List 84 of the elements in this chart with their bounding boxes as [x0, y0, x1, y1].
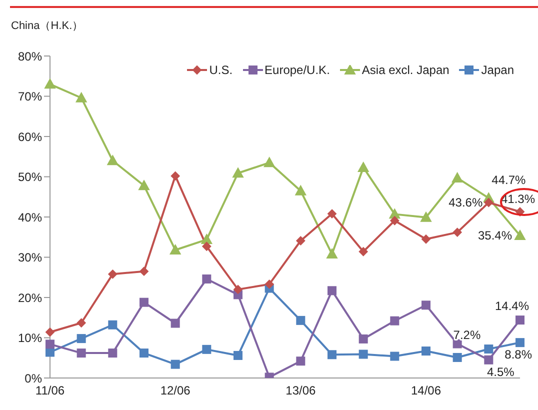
point — [140, 298, 148, 307]
point — [516, 316, 524, 325]
y-tick-label: 20% — [18, 290, 42, 305]
point — [358, 350, 368, 359]
point — [264, 157, 275, 168]
y-tick-label: 70% — [18, 90, 42, 104]
data-label: 8.8% — [504, 348, 532, 362]
point — [170, 244, 181, 255]
legend-label: Europe/U.K. — [264, 63, 330, 77]
data-label: 41.3% — [500, 192, 536, 206]
point — [390, 352, 400, 361]
point — [328, 209, 336, 218]
point — [484, 198, 494, 208]
point — [295, 185, 306, 196]
point — [452, 172, 463, 182]
point — [358, 162, 369, 172]
legend-label: U.S. — [209, 63, 233, 77]
data-label: 14.4% — [494, 299, 530, 314]
point — [484, 344, 494, 354]
data-label: 35.4% — [478, 228, 512, 243]
point — [202, 274, 212, 284]
y-tick-label: 30% — [18, 250, 42, 265]
y-tick-label: 10% — [18, 331, 42, 346]
x-tick-label: 14/06 — [410, 384, 442, 398]
point — [108, 320, 118, 330]
data-label: 7.2% — [453, 328, 481, 342]
point — [232, 168, 244, 178]
point — [46, 348, 54, 357]
point — [138, 180, 150, 190]
point — [76, 348, 86, 358]
point — [170, 318, 180, 328]
data-label: 43.6% — [448, 196, 483, 210]
chart-title: China（H.K.） — [11, 19, 84, 33]
x-tick-label: 11/06 — [35, 384, 65, 398]
point — [170, 171, 180, 180]
point — [296, 316, 306, 325]
point — [328, 286, 336, 296]
y-tick-label: 60% — [18, 130, 42, 144]
point — [484, 355, 494, 364]
point — [452, 352, 462, 362]
point — [76, 318, 86, 328]
x-tick-label: 12/06 — [160, 384, 191, 398]
y-tick-label: 50% — [18, 170, 42, 184]
point — [46, 340, 54, 349]
point — [140, 266, 148, 276]
y-tick-label: 40% — [18, 210, 42, 224]
point — [44, 78, 56, 89]
legend-label: Asia excl. Japan — [362, 63, 450, 77]
point — [516, 338, 524, 348]
point — [170, 360, 180, 369]
point — [420, 212, 432, 222]
point — [107, 155, 118, 166]
point — [76, 92, 87, 102]
point — [296, 356, 306, 366]
point — [201, 234, 212, 244]
point — [422, 300, 430, 310]
point — [422, 346, 430, 356]
point — [326, 248, 338, 259]
point — [390, 316, 400, 326]
data-label: 44.7% — [492, 173, 526, 188]
data-label: 4.5% — [486, 364, 515, 379]
point — [202, 242, 212, 251]
point — [264, 280, 274, 289]
point — [234, 284, 242, 294]
point — [390, 216, 400, 226]
point — [296, 236, 306, 246]
point — [202, 344, 212, 354]
point — [108, 270, 118, 279]
point — [234, 350, 242, 360]
point — [140, 348, 148, 358]
point — [358, 334, 368, 344]
point — [46, 328, 54, 337]
point — [422, 234, 430, 244]
point — [358, 247, 368, 256]
point — [452, 228, 462, 237]
point — [108, 348, 118, 358]
point — [514, 230, 526, 240]
point — [76, 334, 86, 344]
legend-label: Japan — [481, 63, 514, 77]
point — [328, 350, 336, 360]
y-tick-label: 80% — [18, 49, 42, 64]
x-tick-label: 13/06 — [286, 384, 316, 398]
point — [452, 339, 462, 348]
y-tick-label: 0% — [24, 371, 42, 386]
